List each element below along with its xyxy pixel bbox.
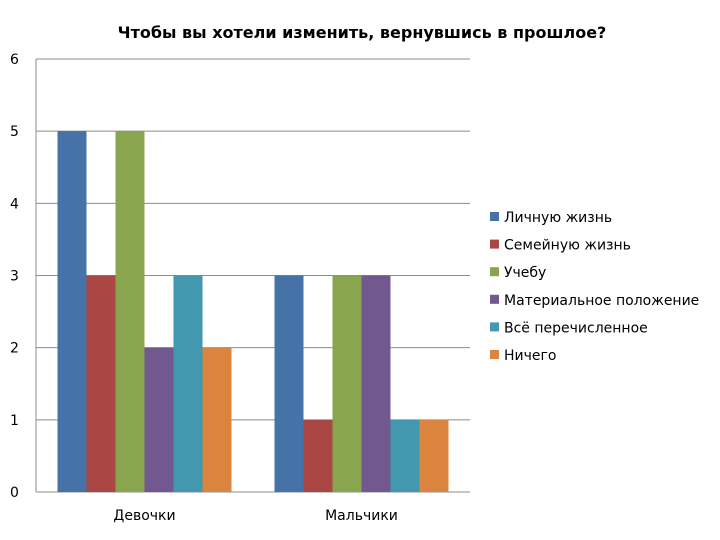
legend: Личную жизнь Семейную жизнь Учебу Материаль… bbox=[490, 210, 699, 364]
x-category-label-0: Девочки bbox=[113, 508, 175, 524]
x-category-label-1: Мальчики bbox=[325, 508, 398, 524]
legend-label-1: Семейную жизнь bbox=[504, 238, 631, 254]
legend-label-2: Учебу bbox=[504, 265, 546, 281]
bar-0-3 bbox=[144, 347, 174, 492]
y-tick-label-3: 3 bbox=[10, 269, 19, 285]
legend-label-3: Материальное положение bbox=[504, 293, 699, 309]
bar-1-3 bbox=[361, 275, 391, 492]
x-axis-labels: Девочки Мальчики bbox=[113, 508, 398, 524]
y-tick-label-2: 2 bbox=[10, 341, 19, 357]
y-tick-label-5: 5 bbox=[10, 124, 19, 140]
y-tick-label-4: 4 bbox=[10, 196, 19, 212]
bar-1-0 bbox=[274, 275, 304, 492]
legend-swatch-3 bbox=[490, 294, 499, 304]
y-tick-label-6: 6 bbox=[10, 52, 19, 68]
legend-label-4: Всё перечисленное bbox=[504, 320, 648, 336]
legend-swatch-5 bbox=[490, 350, 499, 359]
bar-0-2 bbox=[115, 131, 145, 492]
bar-0-0 bbox=[57, 131, 87, 492]
legend-label-5: Ничего bbox=[504, 348, 556, 364]
legend-swatch-1 bbox=[490, 239, 499, 249]
bar-1-2 bbox=[332, 275, 362, 492]
bars bbox=[57, 131, 449, 492]
bar-1-4 bbox=[390, 419, 420, 492]
y-axis-labels: 0 1 2 3 4 5 6 bbox=[10, 52, 19, 501]
legend-swatch-4 bbox=[490, 322, 499, 332]
y-tick-label-0: 0 bbox=[10, 485, 19, 501]
legend-swatch-0 bbox=[490, 212, 499, 221]
bar-1-1 bbox=[303, 419, 333, 492]
bar-0-1 bbox=[86, 275, 116, 492]
chart-title: Чтобы вы хотели изменить, вернувшись в п… bbox=[118, 23, 607, 42]
legend-swatch-2 bbox=[490, 267, 499, 277]
bar-0-5 bbox=[202, 347, 232, 492]
bar-0-4 bbox=[173, 275, 203, 492]
legend-label-0: Личную жизнь bbox=[504, 210, 612, 226]
bar-1-5 bbox=[419, 419, 449, 492]
y-tick-label-1: 1 bbox=[10, 413, 19, 429]
